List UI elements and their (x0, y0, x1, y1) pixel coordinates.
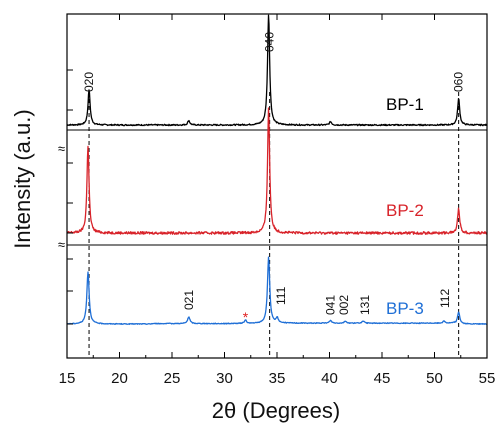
peak-label-040: 040 (263, 32, 277, 52)
peak-label-131: 131 (358, 295, 372, 315)
series-layer (66, 14, 488, 325)
peak-label-020: 020 (82, 72, 96, 92)
x-tick-label-25: 25 (164, 370, 181, 387)
x-tick-label-55: 55 (479, 370, 496, 387)
x-tick-label-30: 30 (216, 370, 233, 387)
peak-label-002: 002 (337, 295, 351, 315)
y-axis-label: Intensity (a.u.) (10, 109, 35, 248)
x-axis-ticks: 15 20 25 30 35 40 45 50 55 (59, 14, 496, 387)
axis-break-1: ≈ (58, 141, 65, 156)
x-axis-label: 2θ (Degrees) (212, 398, 340, 423)
x-tick-label-35: 35 (269, 370, 286, 387)
peak-label-021: 021 (182, 290, 196, 310)
series-label-bp-1: BP-1 (386, 95, 424, 114)
asterisk-marker: * (243, 309, 249, 325)
x-tick-label-20: 20 (111, 370, 128, 387)
peak-label-112: 112 (438, 289, 452, 308)
panel-dividers (67, 129, 487, 246)
series-line-bp-1 (66, 14, 488, 127)
peak-label-041: 041 (324, 295, 338, 315)
peak-labels: 020 040 060 021 111 041 002 131 112 * (82, 32, 466, 325)
x-tick-label-15: 15 (59, 370, 76, 387)
series-label-bp-2: BP-2 (386, 201, 424, 220)
series-line-bp-2 (66, 107, 488, 235)
peak-label-060: 060 (452, 72, 466, 92)
axis-break-2: ≈ (58, 237, 65, 252)
series-line-bp-3 (66, 256, 488, 325)
series-labels: BP-1 BP-2 BP-3 (386, 95, 424, 318)
series-label-bp-3: BP-3 (386, 299, 424, 318)
x-tick-label-50: 50 (426, 370, 443, 387)
x-tick-label-45: 45 (374, 370, 391, 387)
plot-border (66, 13, 488, 359)
peak-label-111: 111 (274, 286, 288, 305)
x-tick-label-40: 40 (321, 370, 338, 387)
